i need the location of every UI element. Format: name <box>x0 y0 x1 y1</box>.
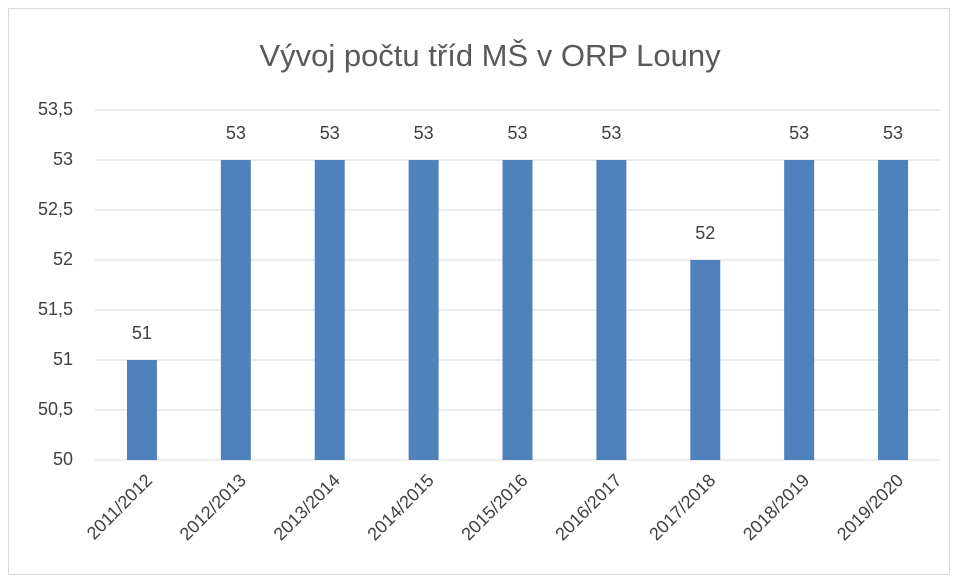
data-label: 51 <box>132 323 152 343</box>
data-label: 53 <box>789 123 809 143</box>
y-tick-label: 52 <box>53 249 73 269</box>
data-label: 52 <box>695 223 715 243</box>
bar <box>690 260 721 460</box>
bar <box>408 160 439 460</box>
data-label: 53 <box>883 123 903 143</box>
data-label: 53 <box>507 123 527 143</box>
bar <box>502 160 533 460</box>
bar <box>878 160 909 460</box>
bar <box>314 160 345 460</box>
chart-title: Vývoj počtu tříd MŠ v ORP Louny <box>259 38 721 73</box>
bar <box>220 160 251 460</box>
y-tick-label: 53,5 <box>38 99 73 119</box>
bar <box>784 160 815 460</box>
y-tick-label: 51 <box>53 349 73 369</box>
data-label: 53 <box>320 123 340 143</box>
bar <box>596 160 627 460</box>
y-tick-label: 52,5 <box>38 199 73 219</box>
y-tick-label: 50,5 <box>38 399 73 419</box>
data-label: 53 <box>414 123 434 143</box>
bar <box>126 360 157 460</box>
y-tick-label: 51,5 <box>38 299 73 319</box>
data-label: 53 <box>226 123 246 143</box>
y-tick-label: 50 <box>53 449 73 469</box>
y-tick-label: 53 <box>53 149 73 169</box>
data-label: 53 <box>601 123 621 143</box>
